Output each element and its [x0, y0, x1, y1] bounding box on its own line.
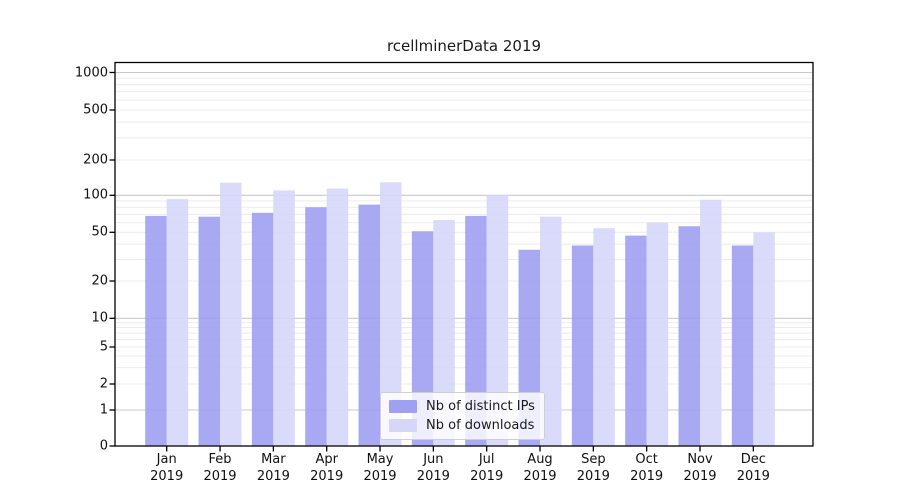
legend-label-downloads: Nb of downloads	[426, 418, 535, 433]
bar-distinct-ips-mar	[251, 212, 274, 446]
x-tick-label-mar: Mar 2019	[256, 452, 290, 484]
bar-distinct-ips-apr	[305, 207, 327, 446]
chart-title: rcellminerData 2019	[386, 37, 542, 55]
bar-downloads-nov	[700, 199, 722, 446]
bar-downloads-apr	[326, 188, 349, 446]
y-tick-label-500: 500	[83, 102, 108, 118]
bar-downloads-dec	[753, 232, 775, 446]
bar-distinct-ips-sep	[571, 245, 594, 446]
bar-distinct-ips-feb	[198, 216, 221, 446]
legend-label-distinct-ips: Nb of distinct IPs	[426, 399, 535, 414]
x-tick-label-sep: Sep 2019	[576, 452, 610, 484]
bar-downloads-jan	[166, 199, 189, 446]
y-tick-label-5: 5	[99, 339, 108, 355]
y-tick-label-50: 50	[91, 224, 108, 240]
y-tick-label-100: 100	[83, 187, 108, 203]
bar-distinct-ips-nov	[678, 226, 700, 446]
bar-downloads-may	[380, 182, 402, 446]
legend-swatch-distinct-ips	[389, 400, 417, 413]
bar-distinct-ips-oct	[625, 235, 647, 446]
x-tick-label-apr: Apr 2019	[310, 452, 344, 484]
x-tick-label-may: May 2019	[363, 452, 397, 484]
bar-downloads-aug	[540, 216, 562, 446]
legend-item-distinct-ips: Nb of distinct IPs	[389, 399, 535, 414]
bar-distinct-ips-may	[358, 204, 381, 446]
bar-downloads-mar	[273, 190, 295, 446]
y-tick-label-1000: 1000	[74, 65, 108, 80]
bar-downloads-jul	[486, 195, 509, 446]
y-tick-label-200: 200	[83, 152, 108, 168]
bar-downloads-oct	[646, 222, 669, 446]
x-tick-label-jun: Jun 2019	[416, 452, 450, 484]
bar-downloads-jun	[433, 219, 455, 446]
y-tick-label-0: 0	[99, 438, 108, 454]
y-tick-label-10: 10	[91, 310, 108, 326]
x-tick-label-nov: Nov 2019	[683, 452, 717, 484]
bar-distinct-ips-jun	[411, 231, 434, 446]
y-tick-label-1: 1	[99, 402, 108, 418]
legend-item-downloads: Nb of downloads	[389, 418, 535, 433]
y-tick-label-2: 2	[99, 376, 108, 392]
legend: Nb of distinct IPs Nb of downloads	[380, 392, 545, 440]
plot-border	[114, 61, 814, 447]
x-tick-label-jul: Jul 2019	[470, 452, 504, 484]
bar-distinct-ips-dec	[731, 245, 754, 446]
x-tick-label-feb: Feb 2019	[203, 452, 237, 484]
bar-downloads-feb	[220, 182, 242, 446]
bar-distinct-ips-jul	[465, 215, 487, 446]
bar-distinct-ips-jan	[145, 215, 167, 446]
x-tick-label-jan: Jan 2019	[150, 452, 184, 484]
legend-swatch-downloads	[389, 419, 417, 432]
x-tick-label-aug: Aug 2019	[523, 452, 557, 484]
y-tick-label-20: 20	[91, 273, 108, 289]
x-tick-label-oct: Oct 2019	[630, 452, 664, 484]
x-tick-label-dec: Dec 2019	[736, 452, 770, 484]
bar-downloads-sep	[593, 228, 615, 446]
